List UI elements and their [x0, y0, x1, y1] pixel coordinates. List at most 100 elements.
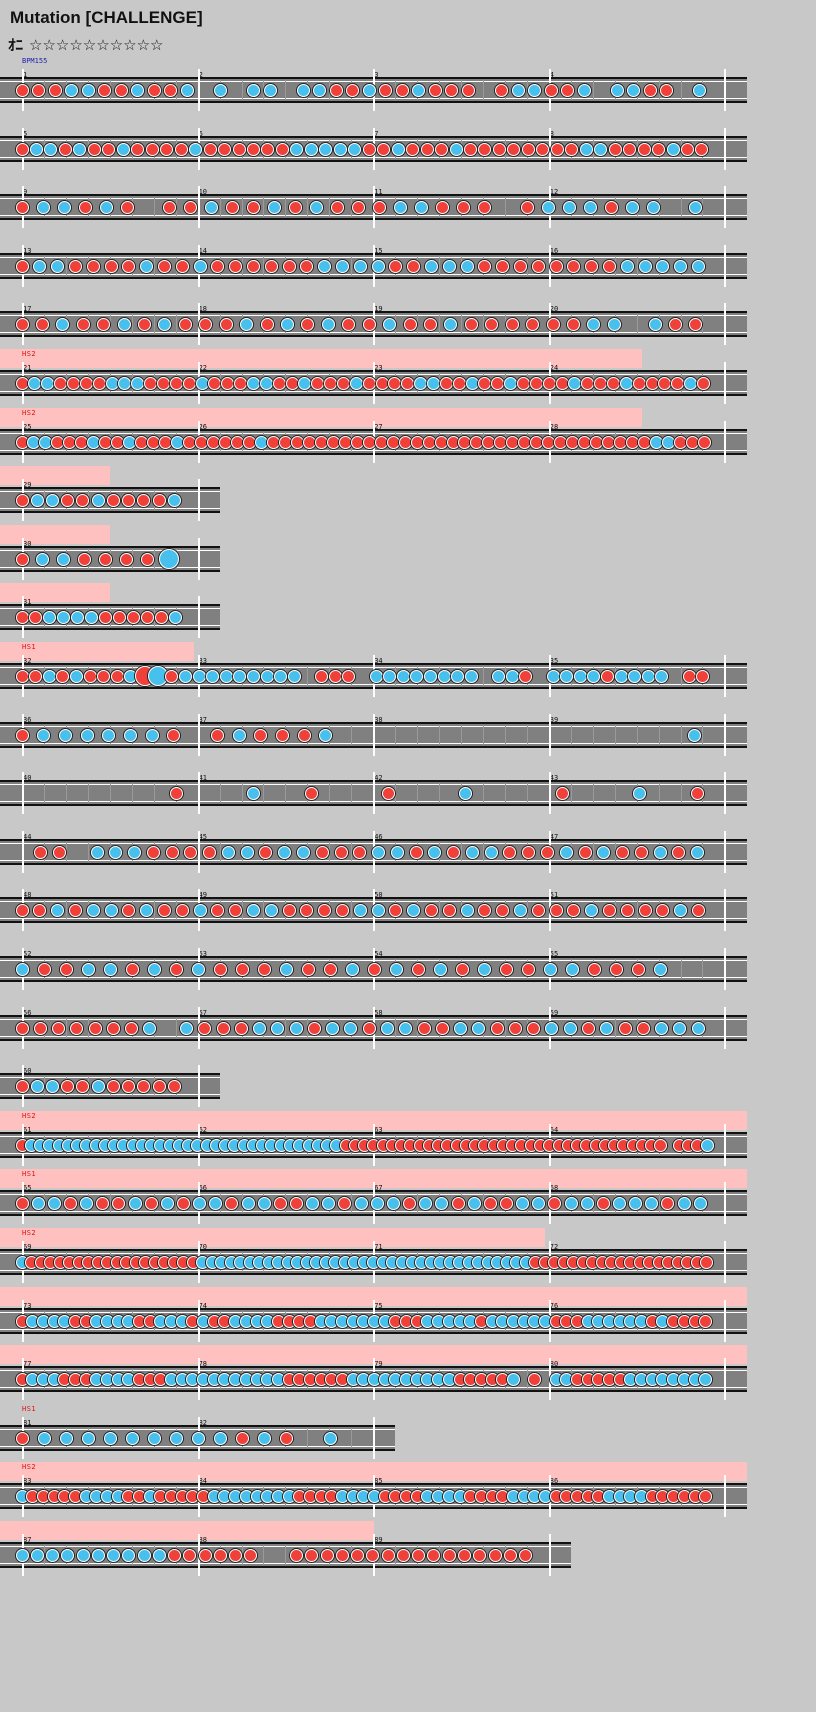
- don-note: [107, 1080, 120, 1093]
- ka-note: [656, 260, 669, 273]
- measure-number: 29: [23, 481, 32, 489]
- ka-note: [82, 84, 95, 97]
- bar-line: [198, 1065, 200, 1107]
- don-note: [342, 318, 355, 331]
- don-note: [567, 260, 580, 273]
- ka-note: [354, 904, 367, 917]
- don-note: [261, 318, 274, 331]
- ka-note: [313, 84, 326, 97]
- don-note: [581, 377, 594, 390]
- don-note: [545, 84, 558, 97]
- ka-note: [298, 377, 311, 390]
- don-note: [425, 904, 438, 917]
- don-note: [609, 143, 622, 156]
- don-note: [644, 84, 657, 97]
- beat-line: [505, 666, 506, 686]
- bar-line: [724, 1358, 726, 1400]
- measure-number: 89: [374, 1536, 383, 1544]
- ka-note: [512, 84, 525, 97]
- beat-line: [395, 783, 396, 803]
- bar-line: [548, 245, 551, 287]
- don-note: [407, 260, 420, 273]
- don-note: [658, 377, 671, 390]
- don-note: [351, 1549, 364, 1562]
- don-note: [301, 318, 314, 331]
- don-note: [517, 377, 530, 390]
- don-note: [145, 1197, 158, 1210]
- don-note: [305, 787, 318, 800]
- measure-number: 71: [374, 1243, 383, 1251]
- don-note: [283, 904, 296, 917]
- don-note: [406, 143, 419, 156]
- measure-number: 41: [198, 774, 208, 782]
- chart-row: HS1 32 33 34 35: [0, 642, 747, 704]
- don-note: [536, 143, 549, 156]
- ka-note: [627, 84, 640, 97]
- chart-row: 36 37 38 39: [0, 705, 747, 763]
- don-note: [336, 1549, 349, 1562]
- ka-note: [319, 143, 332, 156]
- ka-note: [326, 1022, 339, 1035]
- beat-line: [615, 783, 616, 803]
- measure-number: 79: [374, 1360, 383, 1368]
- ka-note: [118, 377, 131, 390]
- don-note: [16, 1022, 29, 1035]
- ka-note: [60, 1432, 73, 1445]
- ka-note: [58, 201, 71, 214]
- beat-line: [483, 1193, 484, 1213]
- measure-number: 15: [374, 247, 383, 255]
- measure-number: 20: [549, 305, 559, 313]
- ka-note: [126, 1432, 139, 1445]
- don-note: [692, 904, 705, 917]
- ka-note: [297, 84, 310, 97]
- ka-note: [253, 1022, 266, 1035]
- don-note: [107, 494, 120, 507]
- don-note: [204, 143, 217, 156]
- scroll-speed-band: [0, 1345, 747, 1364]
- don-note: [579, 846, 592, 859]
- ka-note: [37, 729, 50, 742]
- ka-note: [43, 670, 56, 683]
- beat-line: [307, 666, 308, 686]
- don-note: [519, 670, 532, 683]
- don-note: [689, 318, 702, 331]
- measure-number: 81: [23, 1419, 32, 1427]
- beat-line: [505, 783, 506, 803]
- measure-number: 36: [23, 716, 32, 724]
- measure-number: 50: [374, 891, 383, 899]
- bar-line: [724, 655, 726, 697]
- measure-number: 2: [198, 71, 203, 79]
- beat-line: [263, 80, 264, 100]
- measure-number: 82: [198, 1419, 208, 1427]
- don-note: [672, 846, 685, 859]
- don-note: [506, 318, 519, 331]
- measure-number: 43: [549, 774, 559, 782]
- ka-note: [459, 787, 472, 800]
- scroll-speed-band: [0, 1111, 747, 1130]
- beat-line: [285, 783, 286, 803]
- don-note: [424, 318, 437, 331]
- don-note: [115, 84, 128, 97]
- beat-line: [527, 725, 528, 745]
- beat-line: [615, 725, 616, 745]
- don-note: [155, 611, 168, 624]
- don-note: [652, 143, 665, 156]
- ka-note: [654, 846, 667, 859]
- ka-note: [701, 1139, 714, 1152]
- don-note: [330, 84, 343, 97]
- don-note: [541, 846, 554, 859]
- don-note: [97, 318, 110, 331]
- ka-note: [372, 260, 385, 273]
- ka-note: [647, 201, 660, 214]
- measure-number: 55: [549, 950, 559, 958]
- bar-line: [724, 889, 726, 931]
- beat-line: [154, 607, 155, 627]
- chart-row: 52 53 54 55: [0, 939, 747, 997]
- ka-note: [189, 143, 202, 156]
- don-note: [522, 846, 535, 859]
- don-note: [56, 670, 69, 683]
- bar-line: [724, 772, 726, 814]
- ka-note: [444, 318, 457, 331]
- measure-number: 14: [198, 247, 208, 255]
- chart-row: 30: [0, 525, 220, 587]
